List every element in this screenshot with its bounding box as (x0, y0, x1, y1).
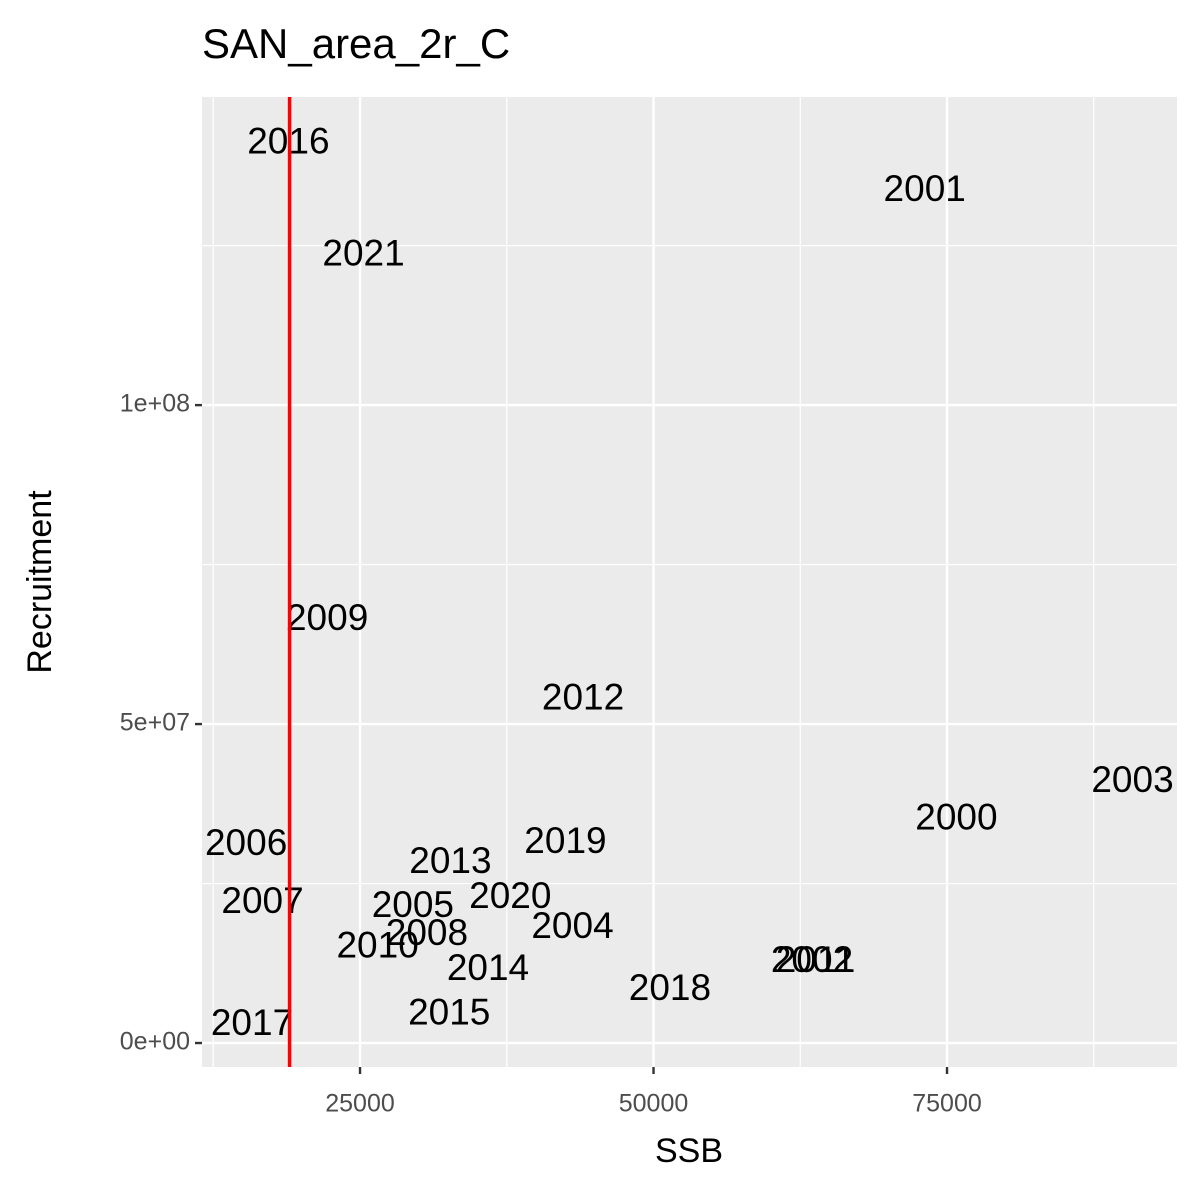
x-tick-label: 75000 (912, 1090, 982, 1118)
point-label: 2009 (286, 597, 368, 638)
point-label: 2002 (771, 939, 853, 980)
grid (202, 97, 1177, 1067)
y-tick-label: 5e+07 (120, 709, 190, 737)
y-tick-label: 0e+00 (120, 1028, 190, 1056)
point-label: 2010 (336, 925, 418, 966)
point-label: 2017 (211, 1002, 293, 1043)
point-label: 2013 (409, 840, 491, 881)
x-tick-label: 50000 (619, 1090, 689, 1118)
point-label: 2008 (386, 912, 468, 953)
panel (202, 97, 1177, 1067)
point-label: 2011 (776, 939, 856, 980)
y-axis-label: Recruitment (21, 490, 59, 674)
point-label: 2015 (408, 992, 490, 1033)
point-label: 2021 (322, 233, 404, 274)
point-label: 2003 (1091, 759, 1173, 800)
point-label: 2014 (447, 947, 529, 988)
point-label: 2005 (372, 884, 454, 925)
x-axis-label: SSB (655, 1132, 723, 1170)
point-label: 2001 (884, 168, 966, 209)
chart-title: SAN_area_2r_C (202, 20, 510, 67)
point-label: 2020 (469, 875, 551, 916)
point-label: 2006 (205, 822, 287, 863)
point-label: 2004 (531, 905, 613, 946)
y-tick-label: 1e+08 (120, 390, 190, 418)
point-label: 2000 (915, 797, 997, 838)
point-label: 2007 (221, 880, 303, 921)
marks: 2016200120212009201220032000200620192013… (205, 97, 1174, 1067)
point-label: 2019 (524, 820, 606, 861)
point-label: 2012 (542, 677, 624, 718)
x-tick-label: 25000 (325, 1090, 395, 1118)
point-label: 2018 (629, 967, 711, 1008)
